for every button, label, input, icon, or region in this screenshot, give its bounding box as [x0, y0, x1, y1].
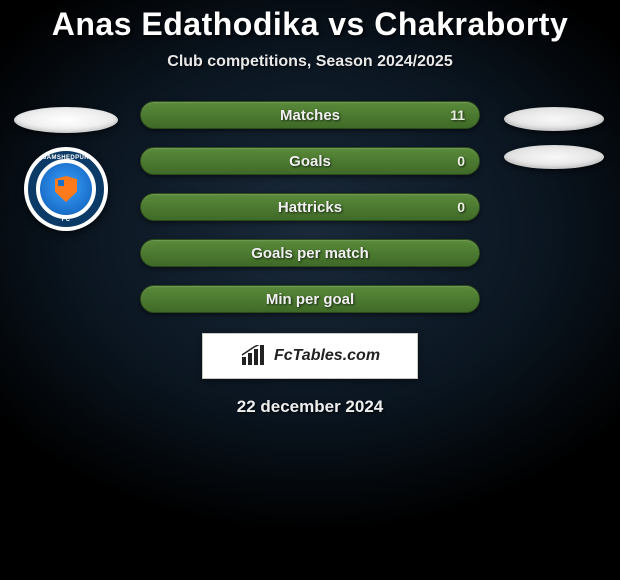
stat-value: 0: [457, 153, 465, 169]
club-crest: JAMSHEDPUR FC: [24, 147, 108, 231]
brand-text: FcTables.com: [274, 347, 380, 365]
stat-bar-hattricks: Hattricks 0: [140, 193, 480, 221]
right-disc-1: [504, 107, 604, 131]
crest-inner: [40, 163, 92, 215]
stat-label: Goals: [289, 153, 331, 170]
left-disc-1: [14, 107, 118, 133]
left-side: JAMSHEDPUR FC: [10, 101, 122, 231]
stat-bars: Matches 11 Goals 0 Hattricks 0 Goals per…: [140, 101, 480, 313]
stat-label: Hattricks: [278, 199, 342, 216]
brand-box: FcTables.com: [202, 333, 418, 379]
crest-shield-icon: [55, 176, 77, 202]
stat-bar-min-per-goal: Min per goal: [140, 285, 480, 313]
page-subtitle: Club competitions, Season 2024/2025: [0, 53, 620, 71]
page-title: Anas Edathodika vs Chakraborty: [0, 6, 620, 43]
stat-label: Goals per match: [251, 245, 369, 262]
infographic-root: Anas Edathodika vs Chakraborty Club comp…: [0, 0, 620, 417]
date-text: 22 december 2024: [0, 397, 620, 417]
crest-top-text: JAMSHEDPUR: [24, 155, 108, 161]
stat-value: 0: [457, 199, 465, 215]
right-disc-2: [504, 145, 604, 169]
stat-bar-matches: Matches 11: [140, 101, 480, 129]
bar-chart-icon: [240, 345, 268, 367]
stat-label: Matches: [280, 107, 340, 124]
stat-value: 11: [450, 107, 465, 123]
stat-label: Min per goal: [266, 291, 354, 308]
columns: JAMSHEDPUR FC Matches 11 Goals 0 Hattric…: [0, 101, 620, 313]
right-side: [498, 101, 610, 169]
crest-bottom-text: FC: [24, 217, 108, 223]
stat-bar-goals-per-match: Goals per match: [140, 239, 480, 267]
stat-bar-goals: Goals 0: [140, 147, 480, 175]
